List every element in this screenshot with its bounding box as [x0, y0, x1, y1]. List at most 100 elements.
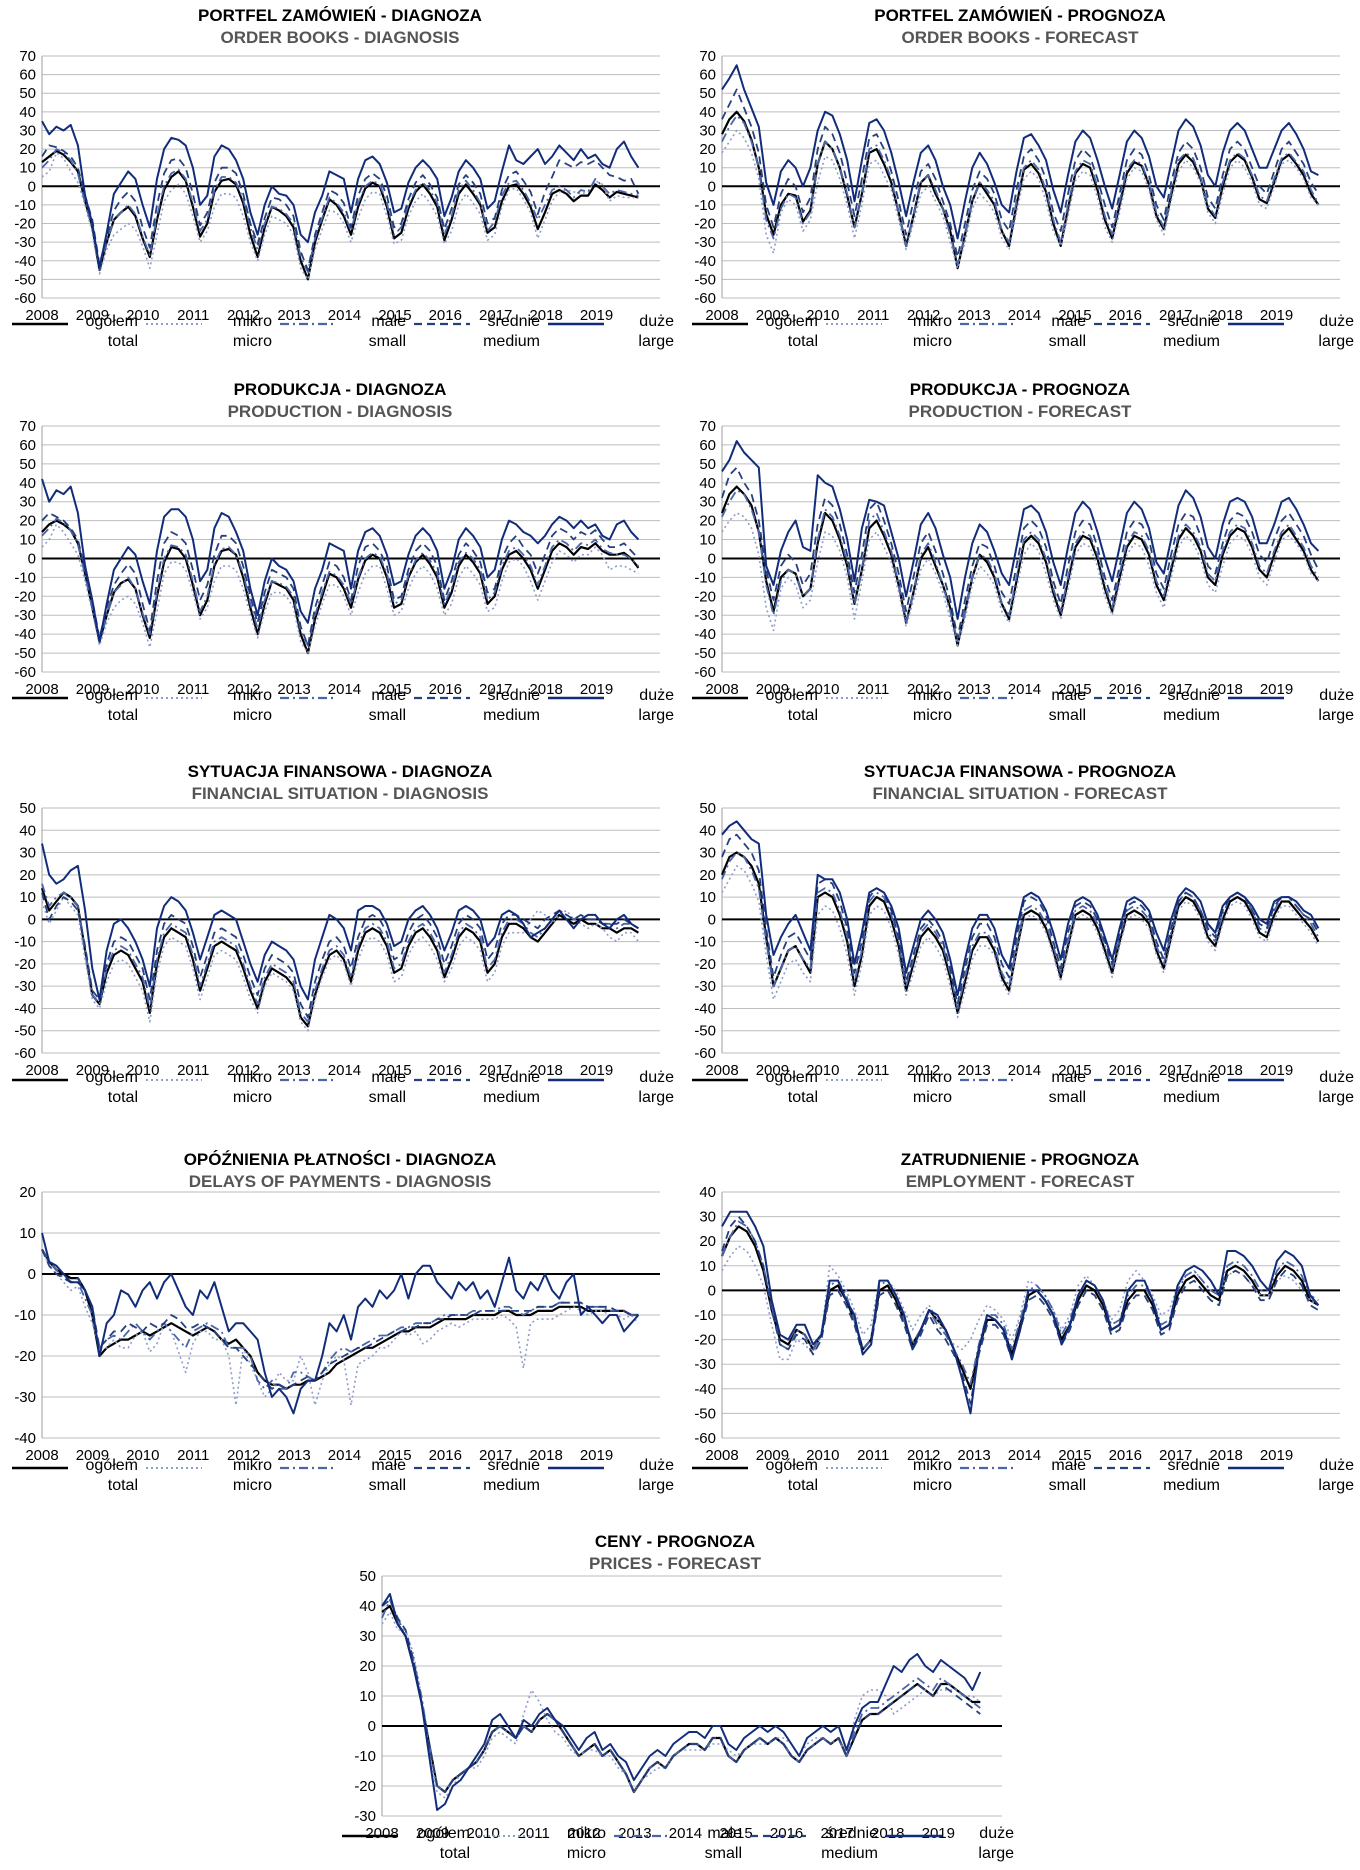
- legend-swatch: [1094, 696, 1150, 700]
- y-tick-label: 50: [699, 85, 716, 102]
- x-tick-label: 2008: [25, 307, 58, 324]
- y-tick-label: 60: [19, 67, 36, 84]
- x-tick-label: 2016: [1109, 1062, 1142, 1079]
- legend-item-medium: średnie medium: [410, 313, 540, 354]
- x-tick-label: 2017: [1159, 681, 1192, 698]
- y-tick-label: -30: [694, 234, 716, 251]
- legend-label-pl: duże: [639, 1457, 674, 1474]
- series-line-large: [721, 820, 1320, 997]
- x-tick-label: 2019: [1260, 1447, 1293, 1464]
- x-tick-label: 2011: [857, 681, 889, 698]
- y-tick-label: 0: [708, 911, 716, 928]
- chart-subtitle: FINANCIAL SITUATION - FORECAST: [872, 784, 1168, 803]
- y-tick-label: 0: [708, 178, 716, 195]
- series-line-small: [721, 851, 1320, 1010]
- legend-swatch: [1228, 322, 1284, 326]
- legend: ogółem total mikro micro małe small średnie med…: [680, 1069, 1360, 1110]
- legend-swatch: [280, 322, 336, 326]
- x-tick-label: 2019: [580, 1062, 613, 1079]
- legend-label-pl: duże: [639, 1069, 674, 1086]
- legend-item-micro: mikro micro: [142, 313, 272, 354]
- x-tick-label: 2008: [705, 681, 738, 698]
- legend-item-total: ogółem total: [688, 1069, 818, 1110]
- x-tick-label: 2009: [756, 1447, 789, 1464]
- x-tick-label: 2013: [957, 307, 990, 324]
- x-tick-label: 2016: [1109, 681, 1142, 698]
- legend: ogółem total mikro micro małe small średnie med…: [0, 1457, 680, 1498]
- y-tick-label: -10: [14, 197, 36, 214]
- x-tick-label: 2013: [957, 1062, 990, 1079]
- y-tick-label: 40: [19, 475, 36, 492]
- legend-label-en: total: [107, 707, 138, 724]
- x-tick-label: 2018: [871, 1825, 904, 1842]
- legend-label-en: micro: [232, 1477, 272, 1494]
- y-tick-label: 20: [19, 513, 36, 530]
- series-line-total: [41, 1248, 639, 1390]
- x-tick-label: 2009: [756, 307, 789, 324]
- x-tick-label: 2015: [378, 1062, 411, 1079]
- x-tick-label: 2017: [820, 1825, 853, 1842]
- legend: ogółem total mikro micro małe small średnie med…: [680, 687, 1360, 728]
- series-line-micro: [721, 512, 1319, 647]
- y-tick-label: 30: [19, 845, 36, 862]
- legend-label-en: medium: [1163, 1477, 1220, 1494]
- legend-swatch: [1094, 1078, 1150, 1082]
- y-tick-label: -20: [694, 956, 716, 973]
- legend: ogółem total mikro micro małe small średnie med…: [680, 313, 1360, 354]
- series-line-large: [41, 478, 640, 643]
- legend-label-en: total: [439, 1845, 470, 1862]
- chart-subtitle: ORDER BOOKS - FORECAST: [901, 28, 1139, 47]
- chart-subtitle: PRODUCTION - DIAGNOSIS: [227, 402, 453, 421]
- y-tick-label: -60: [14, 290, 36, 307]
- y-tick-label: 0: [28, 1266, 36, 1283]
- y-tick-label: 20: [19, 867, 36, 884]
- legend-label-en: medium: [1163, 707, 1220, 724]
- legend-swatch: [12, 322, 68, 326]
- legend-item-total: ogółem total: [688, 313, 818, 354]
- x-tick-label: 2018: [529, 1447, 562, 1464]
- series-line-small: [41, 883, 639, 1023]
- chart-3: PRODUKCJA - DIAGNOZA PRODUCTION - DIAGNOS…: [0, 380, 680, 730]
- legend-item-large: duże large: [544, 687, 674, 728]
- legend-item-micro: mikro micro: [142, 687, 272, 728]
- chart-plot: -60 -50 -40 -30 -20 -10 0 10 20 30 40 50 2008 2009 201…: [694, 800, 1340, 1079]
- x-tick-label: 2012: [907, 1062, 940, 1079]
- x-tick-label: 2017: [1159, 1062, 1192, 1079]
- legend-swatch: [548, 322, 604, 326]
- y-tick-label: -50: [694, 1405, 716, 1422]
- series-line-small: [721, 489, 1320, 643]
- legend-item-large: duże large: [1224, 313, 1354, 354]
- series-line-large: [381, 1593, 982, 1811]
- y-tick-label: 10: [699, 160, 716, 177]
- chart-7: OPÓŹNIENIA PŁATNOŚCI - DIAGNOZA DELAYS OF…: [0, 1150, 680, 1500]
- x-tick-label: 2019: [1260, 681, 1293, 698]
- legend-swatch: [614, 1834, 670, 1838]
- x-tick-label: 2008: [25, 1062, 58, 1079]
- x-tick-label: 2014: [1008, 1062, 1041, 1079]
- legend-label-en: large: [638, 1477, 674, 1494]
- series-line-small: [41, 1248, 639, 1390]
- y-tick-label: -20: [14, 216, 36, 233]
- chart-plot: -60 -50 -40 -30 -20 -10 0 10 20 30 40 2008 2009 2010 2…: [694, 1184, 1340, 1464]
- legend-item-medium: średnie medium: [410, 1457, 540, 1498]
- legend-label-pl: średnie: [487, 1457, 540, 1474]
- y-tick-label: 30: [19, 494, 36, 511]
- y-tick-label: -10: [14, 569, 36, 586]
- x-tick-label: 2011: [518, 1825, 550, 1842]
- legend-swatch: [960, 1078, 1016, 1082]
- legend-swatch: [414, 1078, 470, 1082]
- y-tick-label: 10: [699, 532, 716, 549]
- x-tick-label: 2019: [580, 681, 613, 698]
- y-tick-label: -60: [694, 290, 716, 307]
- chart-5: SYTUACJA FINANSOWA - DIAGNOZA FINANCIAL S…: [0, 762, 680, 1112]
- legend-label-pl: ogółem: [85, 687, 138, 704]
- x-tick-label: 2017: [1159, 1447, 1192, 1464]
- x-tick-label: 2015: [1058, 681, 1091, 698]
- legend-label-en: total: [787, 333, 818, 350]
- x-tick-label: 2013: [277, 307, 310, 324]
- y-tick-label: -40: [694, 1381, 716, 1398]
- y-tick-label: -40: [14, 1430, 36, 1447]
- series-line-total: [720, 851, 1320, 1014]
- series-line-small: [41, 148, 639, 273]
- x-tick-label: 2019: [1260, 1062, 1293, 1079]
